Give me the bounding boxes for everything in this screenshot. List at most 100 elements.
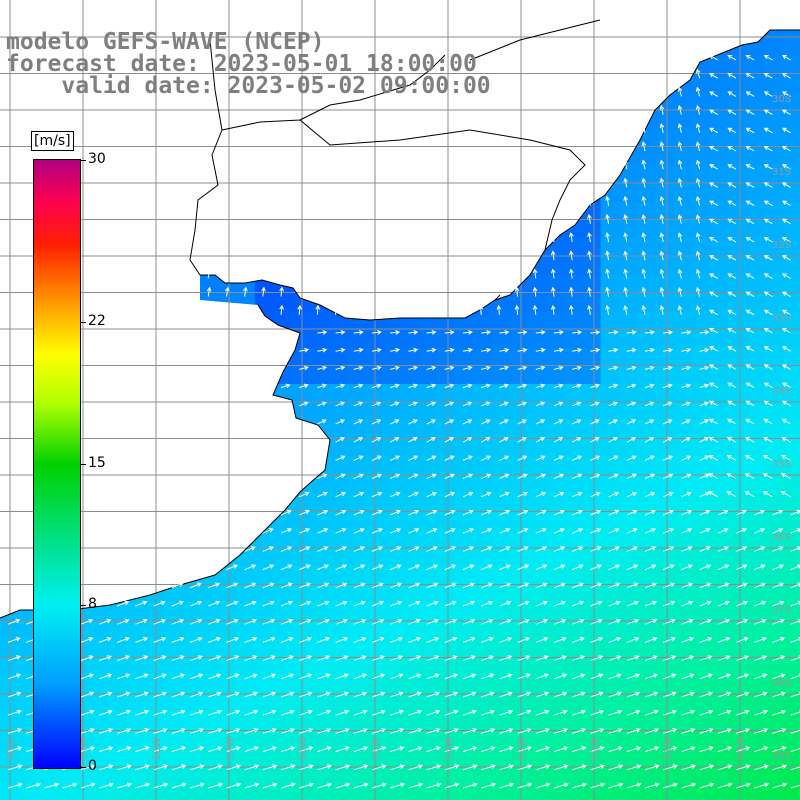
wind-arrow [553,618,567,625]
wind-arrow [444,600,457,607]
wind-arrow [353,691,368,698]
wind-arrow [208,655,222,662]
wind-arrow [626,746,642,753]
wind-cell [764,329,784,349]
lon-label: 60W [6,737,17,760]
wind-cell [382,438,401,458]
wind-cell [618,711,638,731]
wind-arrow [681,709,696,716]
wind-cell [782,147,800,167]
wind-arrow [535,618,549,625]
wind-arrow [605,195,610,206]
title-model: modelo GEFS-WAVE (NCEP) [6,29,325,55]
wind-arrow [681,491,692,498]
wind-cell [746,693,765,713]
wind-arrow [353,330,364,335]
wind-cell [600,693,620,713]
wind-arrow [226,727,241,734]
wind-cell [709,420,729,440]
wind-cell [637,566,656,585]
wind-arrow [462,691,477,698]
wind-arrow [695,214,701,224]
wind-arrow [553,691,568,698]
wind-arrow [280,764,296,771]
wind-cell [600,402,620,421]
wind-cell [509,657,529,676]
wind-arrow [517,401,528,407]
wind-arrow [717,582,730,589]
lon-label: 58W [152,737,163,760]
wind-cell [764,238,784,258]
wind-cell [436,638,456,658]
wind-cell [618,202,638,221]
wind-cell [746,511,765,531]
wind-arrow [590,383,600,389]
wind-cell [291,638,310,658]
wind-cell [728,111,747,130]
wind-arrow [659,122,665,133]
wind-arrow [727,109,737,116]
wind-arrow [717,509,729,516]
wind-cell [91,748,110,767]
wind-arrow [481,347,492,353]
wind-arrow [371,655,385,662]
wind-cell [600,784,620,800]
wind-cell [546,274,565,294]
wind-cell [782,256,800,276]
wind-cell [728,347,747,367]
wind-arrow [7,691,22,698]
wind-arrow [444,764,460,771]
wind-cell [728,602,747,622]
wind-arrow [735,746,751,753]
wind-arrow [781,327,791,334]
wind-arrow [408,618,421,625]
wind-cell [655,129,674,148]
wind-cell [655,293,674,312]
wind-cell [782,347,800,367]
wind-arrow [535,528,547,534]
wind-cell [527,293,547,312]
wind-cell [327,529,347,549]
wind-arrow [763,400,773,407]
wind-arrow [499,455,510,461]
wind-arrow [280,600,294,607]
wind-arrow [335,709,350,716]
wind-arrow [569,304,574,315]
wind-cell [728,493,747,512]
wind-arrow [532,268,538,279]
wind-arrow [462,746,478,753]
wind-arrow [644,437,655,443]
wind-arrow [481,330,492,335]
wind-arrow [371,509,383,516]
wind-arrow [590,673,604,680]
wind-arrow [662,437,673,443]
wind-cell [655,147,674,167]
wind-cell [364,384,383,403]
wind-cell [509,420,529,440]
wind-arrow [499,401,509,407]
wind-cell [637,711,656,731]
wind-arrow [608,673,622,680]
wind-arrow [626,637,640,643]
wind-arrow [317,383,327,389]
wind-cell [91,638,110,658]
wind-cell [782,165,800,185]
wind-cell [582,620,602,640]
wind-arrow [587,286,592,297]
wind-cell [509,784,529,800]
wind-arrow [677,305,683,315]
wind-arrow [299,673,313,680]
wind-cell [436,711,456,731]
wind-arrow [426,709,441,716]
wind-arrow [608,746,623,753]
wind-cell [728,456,747,476]
wind-cell [600,766,620,785]
wind-arrow [444,673,459,680]
wind-cell [364,748,383,767]
wind-arrow [444,564,457,571]
wind-cell [655,365,674,385]
wind-arrow [605,213,610,224]
wind-arrow [699,564,712,571]
wind-arrow [426,600,439,607]
wind-arrow [408,582,421,589]
